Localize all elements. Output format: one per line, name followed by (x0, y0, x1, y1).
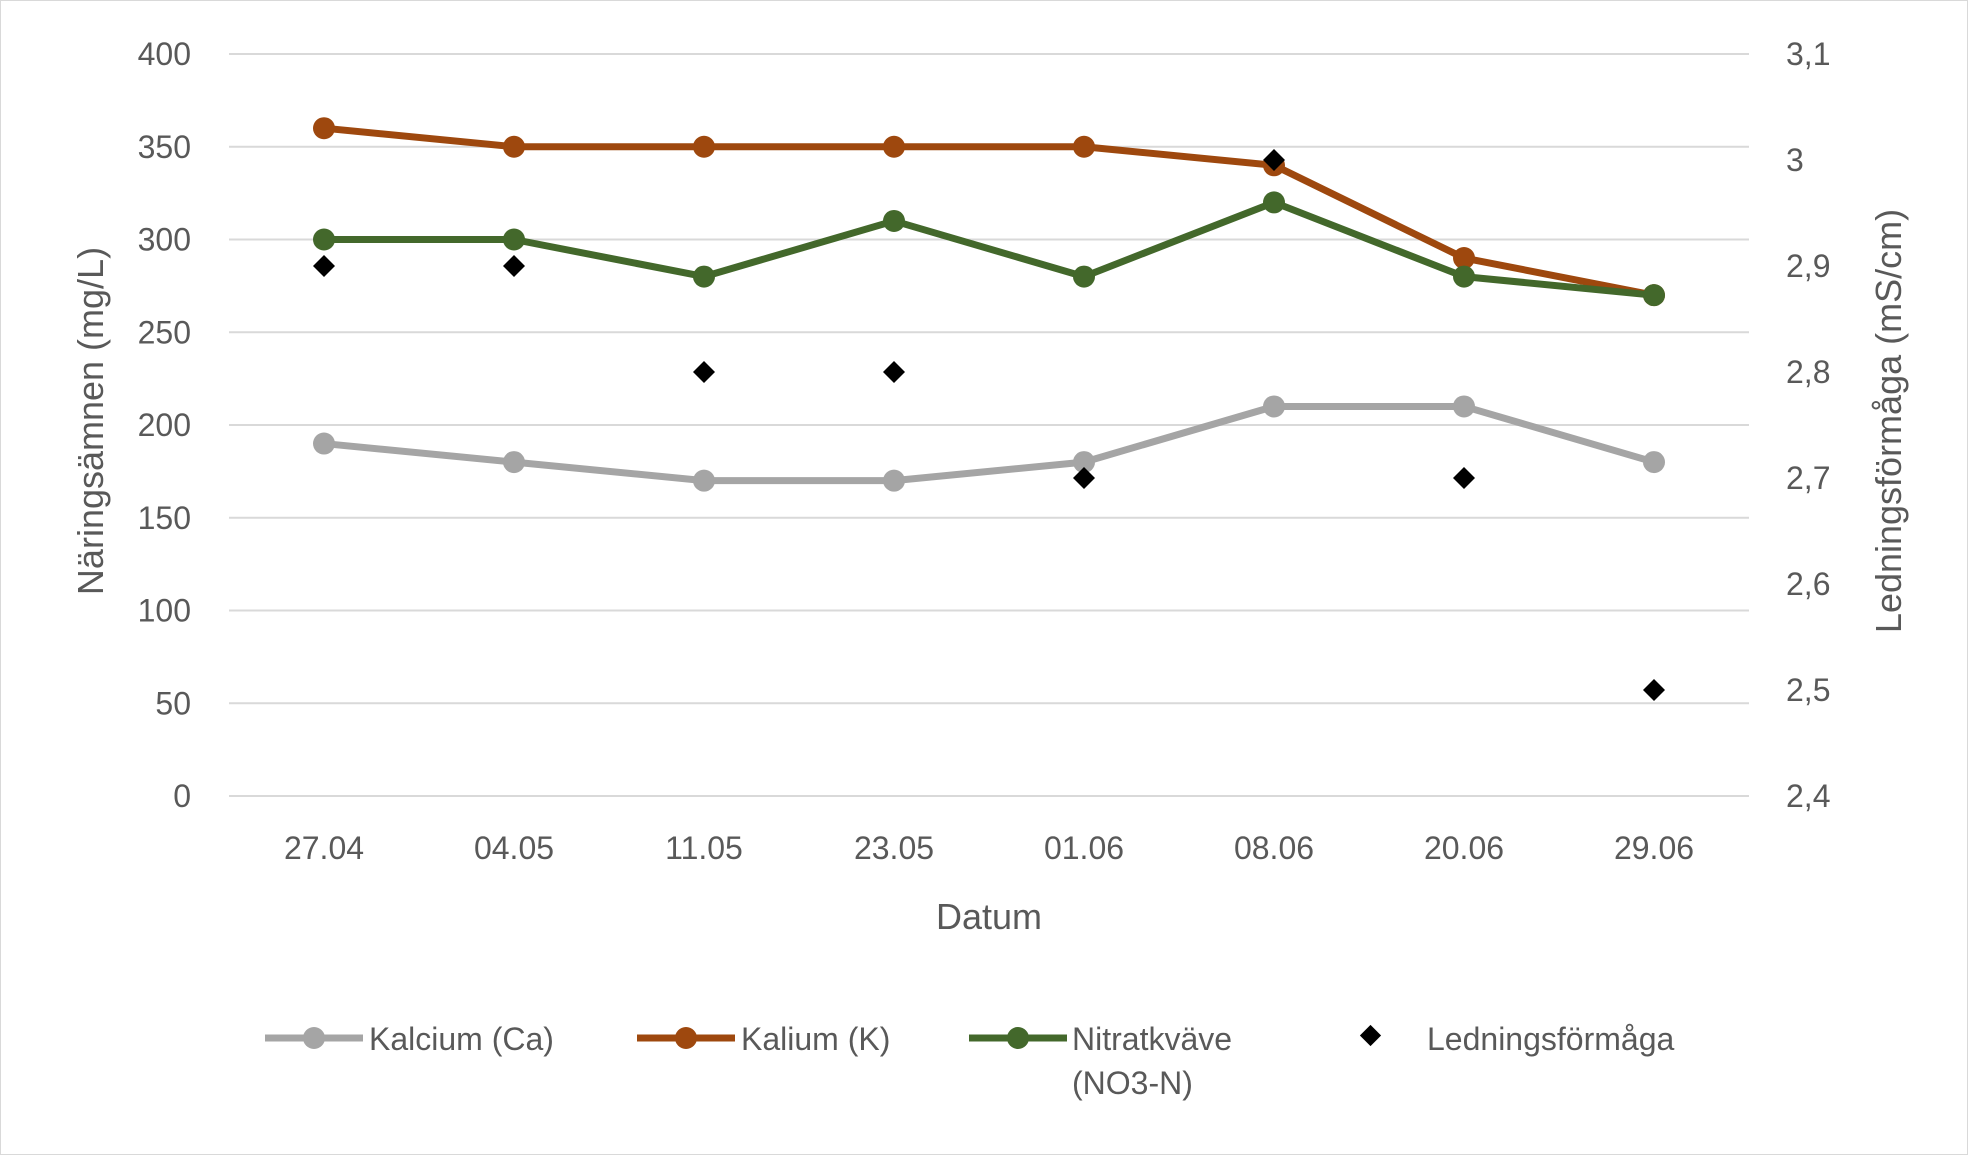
legend-item-kalcium: Kalcium (Ca) (265, 1021, 554, 1057)
data-point (313, 432, 335, 455)
data-point (693, 469, 715, 492)
data-point (883, 209, 905, 232)
legend-swatch-marker (303, 1027, 325, 1049)
data-point (1073, 265, 1095, 288)
data-point (1643, 284, 1665, 307)
data-point (1263, 191, 1285, 214)
legend-label-line: Nitratkväve (1072, 1021, 1232, 1057)
data-point (883, 469, 905, 492)
data-point (1453, 247, 1475, 270)
legend-label-line: (NO3-N) (1072, 1065, 1193, 1101)
data-point (313, 117, 335, 140)
data-point-diamond (313, 255, 335, 277)
legend-swatch-marker (1007, 1027, 1029, 1049)
x-tick-label: 11.05 (665, 830, 743, 866)
x-tick-label: 23.05 (854, 830, 934, 866)
right-tick-label: 2,4 (1786, 778, 1830, 814)
data-point (1073, 451, 1095, 474)
data-point (503, 451, 525, 474)
data-point-diamond (693, 361, 715, 383)
data-point-diamond (1073, 467, 1095, 489)
left-axis-ticks: 0 50 100 150 200 250 300 350 400 (138, 36, 191, 814)
data-point-diamond (883, 361, 905, 383)
left-tick-label: 150 (138, 500, 191, 536)
data-point (693, 135, 715, 158)
x-axis-ticks: 27.04 04.05 11.05 23.05 01.06 08.06 20.06 29.06 (284, 830, 1694, 866)
data-point (1073, 135, 1095, 158)
left-tick-label: 350 (138, 129, 191, 165)
left-tick-label: 100 (138, 593, 191, 629)
legend-swatch-marker (675, 1027, 697, 1049)
data-point (503, 135, 525, 158)
left-tick-label: 400 (138, 36, 191, 72)
left-tick-label: 0 (173, 778, 191, 814)
right-tick-label: 2,6 (1786, 566, 1830, 602)
data-point (503, 228, 525, 251)
data-point-diamond (503, 255, 525, 277)
legend-label-nitratkvave: Nitratkväve (NO3-N) (1072, 1021, 1232, 1101)
x-tick-label: 20.06 (1424, 830, 1504, 866)
right-tick-label: 2,7 (1786, 460, 1830, 496)
left-axis-title: Näringsämnen (mg/L) (70, 247, 111, 595)
data-point (1453, 395, 1475, 418)
data-point (1643, 451, 1665, 474)
legend: Kalcium (Ca) Kalium (K) Nitratkväve (NO3-… (265, 1021, 1674, 1101)
right-axis-ticks: 2,4 2,5 2,6 2,7 2,8 2,9 3 3,1 (1786, 36, 1830, 814)
right-tick-label: 3,1 (1786, 36, 1830, 72)
right-axis-title: Ledningsförmåga (mS/cm) (1868, 209, 1909, 633)
right-tick-label: 2,8 (1786, 354, 1830, 390)
series-3 (313, 149, 1665, 701)
legend-swatch-diamond (1359, 1024, 1382, 1047)
series-0 (313, 395, 1665, 492)
series-layer (313, 117, 1665, 701)
series-2 (313, 191, 1665, 307)
data-point (693, 265, 715, 288)
left-tick-label: 50 (155, 685, 191, 721)
legend-label-kalium: Kalium (K) (741, 1021, 890, 1057)
x-tick-label: 01.06 (1044, 830, 1124, 866)
left-tick-label: 200 (138, 407, 191, 443)
series-line (323, 124, 1655, 299)
data-point (883, 135, 905, 158)
data-point (313, 228, 335, 251)
legend-item-kalium: Kalium (K) (637, 1021, 890, 1057)
right-tick-label: 2,5 (1786, 672, 1830, 708)
left-tick-label: 300 (138, 222, 191, 258)
right-tick-label: 3 (1786, 142, 1804, 178)
x-tick-label: 27.04 (284, 830, 364, 866)
data-point-diamond (1263, 149, 1285, 171)
legend-item-nitratkvave: Nitratkväve (NO3-N) (969, 1021, 1232, 1101)
data-point (1453, 265, 1475, 288)
x-tick-label: 08.06 (1234, 830, 1314, 866)
left-tick-label: 250 (138, 314, 191, 350)
legend-label-kalcium: Kalcium (Ca) (369, 1021, 554, 1057)
legend-label-ledningsformaga: Ledningsförmåga (1427, 1021, 1674, 1057)
series-line (323, 402, 1655, 485)
data-point-diamond (1643, 679, 1665, 701)
data-point-diamond (1453, 467, 1475, 489)
data-point (1263, 395, 1285, 418)
x-axis-title: Datum (936, 896, 1042, 937)
legend-item-ledningsformaga: Ledningsförmåga (1359, 1021, 1674, 1057)
right-tick-label: 2,9 (1786, 248, 1830, 284)
series-line (324, 198, 1655, 299)
x-tick-label: 29.06 (1614, 830, 1694, 866)
x-tick-label: 04.05 (474, 830, 554, 866)
